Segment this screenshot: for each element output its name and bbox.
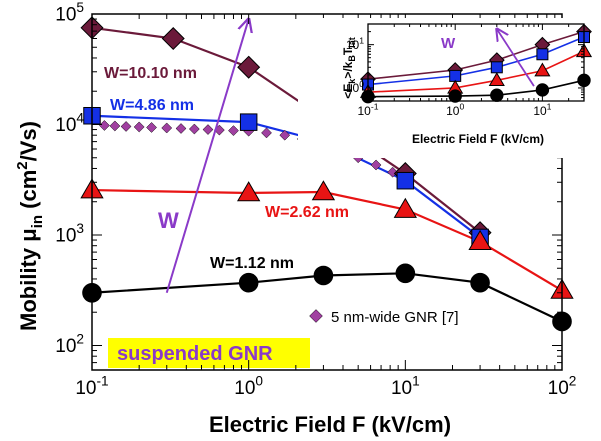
inset-data-point (488, 72, 505, 87)
trend-arrow (165, 19, 249, 294)
inset-data-point (536, 48, 549, 61)
data-point (311, 180, 336, 201)
legend-marker (309, 309, 323, 323)
main-plot-frame (91, 13, 563, 371)
inset-axis-ticks: 10-1 100 101 100 101 (346, 23, 585, 118)
reference-point (120, 121, 132, 132)
x-tick-label: 101 (533, 102, 551, 118)
data-point (313, 265, 334, 286)
inset-plot-frame (367, 23, 585, 102)
highlight-box (108, 338, 310, 368)
reference-point (228, 125, 239, 137)
reference-point (202, 124, 214, 135)
x-tick-label: 100 (446, 102, 464, 118)
x-tick-label: 10-1 (75, 373, 108, 399)
reference-point (175, 123, 187, 134)
series-label: W=10.10 nm (104, 65, 197, 82)
y-tick-label: 104 (55, 111, 84, 137)
y-axis-title: Mobility μin (cm2/Vs) (14, 121, 46, 331)
inset-data-layer (359, 23, 593, 104)
data-point (468, 229, 492, 250)
series-label: W=4.86 nm (110, 97, 194, 114)
reference-point (261, 127, 272, 139)
y-tick-label: 103 (55, 221, 84, 247)
inset-x-axis-title: Electric Field F (kV/cm) (412, 132, 544, 146)
series-label: W=2.62 nm (265, 204, 349, 221)
data-point (395, 263, 416, 284)
main-annotations: W W=10.10 nm W=4.86 nm W=2.62 nm W=1.12 nm 5 … (104, 19, 459, 368)
inset-y-axis-title: <Ek>/kBTlat (341, 37, 357, 98)
data-point (396, 171, 415, 190)
series-label: W=1.12 nm (210, 255, 294, 272)
inset-data-point (449, 69, 462, 82)
reference-point (133, 121, 145, 133)
series-line (91, 272, 563, 323)
reference-point (161, 122, 173, 134)
data-point (393, 197, 418, 218)
data-point (470, 272, 490, 293)
reference-point (146, 122, 157, 133)
x-tick-label: 10-1 (357, 102, 378, 118)
x-tick-label: 102 (548, 373, 577, 399)
inset-trend-arrow (497, 29, 535, 87)
data-point (239, 113, 258, 131)
inset-trend-label: W (441, 35, 456, 52)
y-tick-label: 100 (346, 79, 364, 95)
x-tick-label: 101 (391, 373, 420, 399)
x-axis-title: Electric Field F (kV/cm) (209, 412, 451, 437)
inset-data-point (534, 62, 551, 77)
inset-data-point (535, 83, 550, 97)
reference-point (188, 123, 200, 135)
reference-point (279, 129, 291, 141)
y-tick-label: 102 (55, 332, 84, 358)
legend-label: 5 nm-wide GNR [7] (331, 309, 459, 326)
trend-label: W (158, 208, 179, 233)
y-tick-label: 105 (55, 0, 84, 26)
inset-data-point (490, 61, 503, 74)
main-axis-ticks: 10-1 100 101 102 102 103 104 105 (55, 0, 576, 399)
data-point (238, 272, 259, 293)
data-point (236, 181, 261, 202)
reference-point (109, 120, 121, 132)
inset-annotations: W (441, 29, 535, 87)
series-line (91, 188, 563, 292)
reference-point (370, 159, 382, 171)
data-point (161, 27, 185, 51)
highlight-label: suspended GNR (117, 343, 273, 365)
y-tick-label: 101 (346, 35, 364, 51)
reference-point (99, 120, 110, 131)
data-point (237, 55, 261, 79)
x-tick-label: 100 (234, 373, 263, 399)
